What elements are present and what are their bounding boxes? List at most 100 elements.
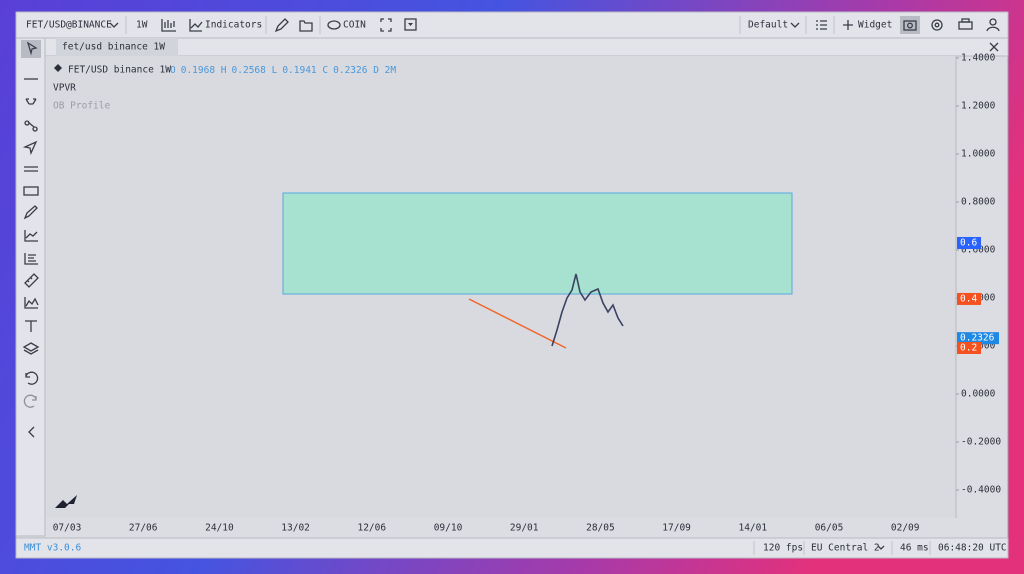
cursor-tool[interactable] <box>26 41 38 56</box>
plot-layer <box>282 192 793 349</box>
undo-tool[interactable] <box>25 371 39 385</box>
legend-key: H <box>221 65 227 76</box>
interval[interactable]: 1W <box>136 20 148 31</box>
active-tool <box>21 40 41 58</box>
region[interactable]: EU Central 2 <box>811 543 880 554</box>
coin-logo <box>54 64 62 72</box>
redo-tool[interactable] <box>23 394 37 408</box>
indicators-icon[interactable] <box>189 19 203 32</box>
trend-line[interactable] <box>468 298 567 349</box>
y-tick-label: -0.4000 <box>961 484 1001 495</box>
x-tick-label: 27/06 <box>129 523 158 534</box>
ruler-tool[interactable] <box>24 273 39 288</box>
price-badge-label: 0.6 <box>960 237 977 248</box>
x-tick-label: 12/06 <box>357 523 386 534</box>
chart-type-icon[interactable] <box>161 19 176 32</box>
x-tick-label: 07/03 <box>53 523 82 534</box>
trend-tool[interactable] <box>24 230 38 242</box>
top-toolbar <box>15 11 1009 39</box>
tab-bar <box>44 37 1009 57</box>
forecast-tool[interactable] <box>24 297 39 309</box>
channel-tool[interactable] <box>24 166 38 172</box>
plus-icon[interactable] <box>843 20 853 30</box>
x-tick-label: 24/10 <box>205 523 234 534</box>
coin[interactable]: COIN <box>343 20 366 31</box>
zone-rectangle[interactable] <box>282 192 793 295</box>
x-tick-label: 14/01 <box>738 523 767 534</box>
legend-value: 0.2326 <box>333 65 368 76</box>
tools <box>22 41 40 438</box>
print-icon[interactable] <box>958 18 973 30</box>
x-tick-label: 13/02 <box>281 523 310 534</box>
legend-value: 0.1941 <box>282 65 317 76</box>
x-tick-label: 17/09 <box>662 523 691 534</box>
price-badge <box>957 341 981 354</box>
rectangle-tool[interactable] <box>23 186 39 196</box>
text-tool[interactable] <box>25 320 37 332</box>
legend: FET/USD binance 1W O 0.1968 H 0.2568 L 0.19… <box>53 64 396 112</box>
x-tick-label: 28/05 <box>586 523 615 534</box>
price-badge-label: 0.2 <box>960 342 977 353</box>
x-tick-label: 06/05 <box>815 523 844 534</box>
price-badge-label: 0.2326 <box>960 333 995 344</box>
legend-key: O <box>170 65 176 76</box>
status-bar <box>15 537 1009 559</box>
study-label: OB Profile <box>53 101 110 112</box>
y-tick-label: 0.0000 <box>961 388 996 399</box>
y-tick-label: 0.8000 <box>961 196 996 207</box>
fullscreen-icon[interactable] <box>380 18 392 32</box>
coin-icon[interactable] <box>327 20 341 30</box>
legend-title: FET/USD binance 1W <box>68 65 171 76</box>
layout[interactable]: Default <box>748 20 788 31</box>
user-icon[interactable] <box>986 18 1000 32</box>
price-badge <box>957 292 981 305</box>
path-tool[interactable] <box>24 120 38 132</box>
dropdown-icon[interactable] <box>404 18 417 31</box>
symbol[interactable]: FET/USD@BINANCE <box>26 20 112 31</box>
chevron[interactable] <box>790 22 800 28</box>
fps: 120 fps <box>763 543 803 554</box>
close-icon[interactable] <box>989 42 999 52</box>
y-tick-label: 1.2000 <box>961 100 996 111</box>
brush-tool[interactable] <box>23 205 38 220</box>
study-label: VPVR <box>53 83 76 94</box>
clock: 06:48:20 UTC <box>938 543 1007 554</box>
legend-value: 0.1968 <box>181 65 216 76</box>
y-tick-label: 0.6000 <box>961 244 996 255</box>
draw-icon[interactable] <box>274 18 289 33</box>
y-tick-label: 1.4000 <box>961 52 996 63</box>
version: MMT v3.0.6 <box>24 543 81 554</box>
x-tick-label: 29/01 <box>510 523 539 534</box>
pattern-tool[interactable] <box>25 98 37 105</box>
arrow-tool[interactable] <box>22 140 38 156</box>
layers-tool[interactable] <box>22 342 40 355</box>
chevron[interactable] <box>109 22 119 28</box>
camera-icon[interactable] <box>903 20 917 31</box>
left-toolbar <box>15 37 46 537</box>
x-tick-label: 09/10 <box>434 523 463 534</box>
chevron[interactable] <box>877 545 885 550</box>
tab[interactable] <box>56 38 178 56</box>
price-badge <box>957 236 981 249</box>
settings-icon[interactable] <box>931 19 943 31</box>
y-tick-label: 1.0000 <box>961 148 996 159</box>
app-logo <box>55 495 77 508</box>
projection-path[interactable] <box>551 273 624 347</box>
x-tick-label: 02/09 <box>891 523 920 534</box>
legend-value: 0.2568 <box>232 65 267 76</box>
camera-button[interactable] <box>900 16 920 34</box>
widget[interactable]: Widget <box>858 20 892 31</box>
folder-icon[interactable] <box>299 20 313 32</box>
collapse-tool[interactable] <box>28 426 35 438</box>
fib-tool[interactable] <box>24 253 38 265</box>
indicators[interactable]: Indicators <box>205 20 262 31</box>
legend-key: C <box>322 65 328 76</box>
price-badge-label: 0.4 <box>960 293 977 304</box>
tab-title[interactable]: fet/usd binance 1W <box>62 42 165 53</box>
latency: 46 ms <box>900 543 929 554</box>
list-icon[interactable] <box>816 20 827 30</box>
y-tick-label: -0.2000 <box>961 436 1001 447</box>
